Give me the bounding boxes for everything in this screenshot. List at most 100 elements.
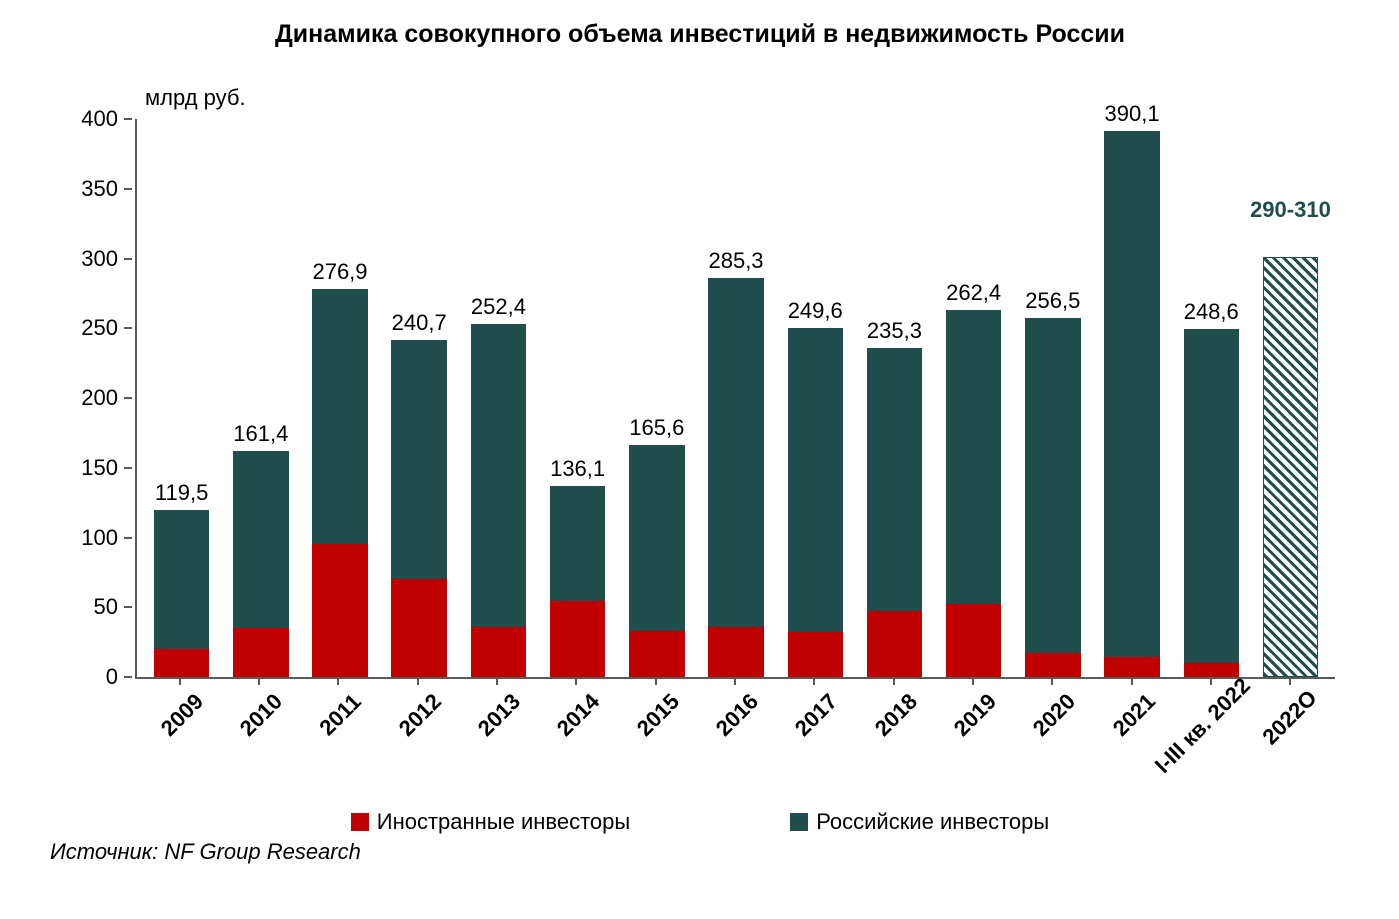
- x-tick-mark: [1051, 677, 1053, 685]
- bar-total-label: 248,6: [1184, 299, 1239, 325]
- bar: 165,6: [629, 445, 684, 677]
- y-tick-mark: [124, 606, 132, 608]
- legend-item: Иностранные инвесторы: [351, 809, 630, 835]
- bar-segment-domestic: [1184, 329, 1239, 663]
- bar-segment-foreign: [233, 628, 288, 677]
- legend-swatch: [790, 813, 808, 831]
- y-axis-unit-label: млрд руб.: [145, 85, 246, 111]
- y-axis: 050100150200250300350400: [67, 119, 132, 677]
- bars-row: 119,5161,4276,9240,7252,4136,1165,6285,3…: [137, 119, 1335, 677]
- y-tick-label: 300: [73, 246, 118, 272]
- bar-total-label: 240,7: [392, 310, 447, 336]
- bar-slot: 249,6: [776, 119, 855, 677]
- bar: 249,6: [788, 328, 843, 677]
- x-tick-mark: [575, 677, 577, 685]
- bar-total-label: 136,1: [550, 456, 605, 482]
- bar: 285,3: [708, 278, 763, 677]
- x-tick-mark: [893, 677, 895, 685]
- bar-segment-foreign: [1025, 653, 1080, 677]
- bar: 256,5: [1025, 318, 1080, 677]
- bar-slot: 276,9: [300, 119, 379, 677]
- x-label-slot: I-III кв. 2022: [1171, 679, 1250, 799]
- bar-segment-domestic: [629, 445, 684, 631]
- bar: 390,1: [1104, 131, 1159, 677]
- bar: 276,9: [312, 289, 367, 677]
- x-axis-label: 2011: [315, 689, 367, 741]
- bar-total-label: 276,9: [312, 259, 367, 285]
- x-label-slot: 2014: [537, 679, 616, 799]
- bar-slot: 285,3: [696, 119, 775, 677]
- legend-label: Российские инвесторы: [816, 809, 1049, 835]
- x-label-slot: 2021: [1092, 679, 1171, 799]
- bar-segment-foreign: [154, 649, 209, 677]
- bar-slot: 256,5: [1013, 119, 1092, 677]
- bar-total-label: 262,4: [946, 280, 1001, 306]
- legend: Иностранные инвесторы Российские инвестор…: [50, 809, 1350, 835]
- bar-slot: 136,1: [538, 119, 617, 677]
- x-label-slot: 2013: [457, 679, 536, 799]
- x-axis-label: 2020: [1028, 689, 1081, 742]
- y-tick: 350: [73, 176, 132, 202]
- y-tick: 250: [73, 315, 132, 341]
- x-tick-mark: [972, 677, 974, 685]
- y-tick-mark: [124, 676, 132, 678]
- bar: 290-310: [1263, 257, 1318, 677]
- bar-slot: 248,6: [1172, 119, 1251, 677]
- x-label-slot: 2012: [378, 679, 457, 799]
- x-tick-mark: [655, 677, 657, 685]
- x-axis-label: 2014: [552, 689, 605, 742]
- bar-segment-foreign: [312, 544, 367, 677]
- y-tick-label: 100: [73, 525, 118, 551]
- y-tick: 400: [73, 106, 132, 132]
- bar-slot: 165,6: [617, 119, 696, 677]
- bar: 252,4: [471, 324, 526, 677]
- bar-total-label: 256,5: [1025, 288, 1080, 314]
- y-tick-label: 250: [73, 315, 118, 341]
- bar-slot: 119,5: [142, 119, 221, 677]
- x-tick-mark: [417, 677, 419, 685]
- bar-segment-foreign: [708, 627, 763, 677]
- x-axis-label: 2019: [949, 689, 1002, 742]
- x-axis-label: 2015: [631, 689, 684, 742]
- bar-segment-domestic: [391, 340, 446, 579]
- x-axis-label: 2021: [1107, 689, 1160, 742]
- bar-segment-domestic: [312, 289, 367, 544]
- chart-container: Динамика совокупного объема инвестиций в…: [50, 20, 1350, 890]
- x-tick-mark: [337, 677, 339, 685]
- x-label-slot: 2016: [695, 679, 774, 799]
- x-label-slot: 2017: [775, 679, 854, 799]
- x-tick-mark: [734, 677, 736, 685]
- bar: 262,4: [946, 310, 1001, 677]
- legend-label: Иностранные инвесторы: [377, 809, 630, 835]
- x-label-slot: 2010: [219, 679, 298, 799]
- x-label-slot: 2011: [299, 679, 378, 799]
- bar-segment-foreign: [788, 632, 843, 677]
- bar-segment-domestic: [154, 510, 209, 649]
- bar-segment-domestic: [946, 310, 1001, 605]
- bar-segment-foreign: [946, 604, 1001, 677]
- x-tick-mark: [258, 677, 260, 685]
- x-axis-label: 2022О: [1258, 685, 1323, 750]
- x-axis-label: 2018: [869, 689, 922, 742]
- bar-slot: 240,7: [380, 119, 459, 677]
- bar-segment-domestic: [867, 348, 922, 612]
- bar-total-label: 165,6: [629, 415, 684, 441]
- y-tick-label: 400: [73, 106, 118, 132]
- bar-segment-foreign: [867, 611, 922, 677]
- bar-total-label: 252,4: [471, 294, 526, 320]
- legend-item: Российские инвесторы: [790, 809, 1049, 835]
- x-label-slot: 2015: [616, 679, 695, 799]
- y-tick-mark: [124, 397, 132, 399]
- bar-segment-domestic: [471, 324, 526, 627]
- x-axis-label: 2013: [473, 689, 526, 742]
- bar-segment-foreign: [1104, 657, 1159, 677]
- x-axis-label: 2009: [155, 689, 208, 742]
- bar-total-label: 285,3: [708, 248, 763, 274]
- legend-swatch: [351, 813, 369, 831]
- y-tick: 100: [73, 525, 132, 551]
- bar-segment-foreign: [1184, 663, 1239, 677]
- bar-slot: 290-310: [1251, 119, 1330, 677]
- y-tick-mark: [124, 188, 132, 190]
- bar-slot: 262,4: [934, 119, 1013, 677]
- bar-total-label: 119,5: [155, 480, 208, 506]
